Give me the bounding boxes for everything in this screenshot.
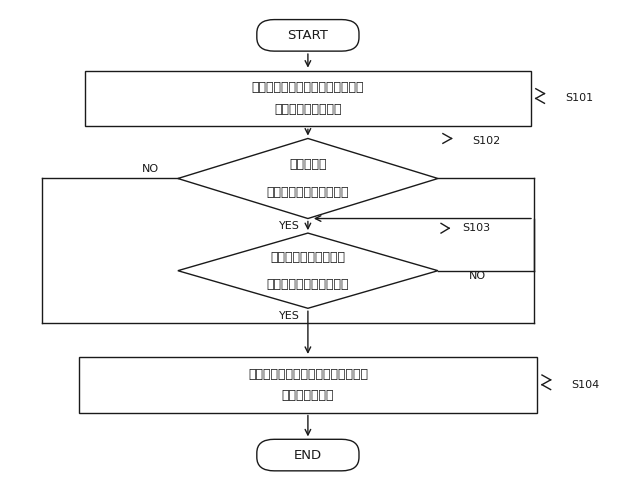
Bar <box>85 71 531 126</box>
Text: YES: YES <box>279 221 300 231</box>
Text: END: END <box>294 448 322 462</box>
Text: 無線端末のためのベアラの設定を: 無線端末のためのベアラの設定を <box>252 81 364 94</box>
Text: YES: YES <box>279 310 300 321</box>
Text: ベアラ設定完了通知を: ベアラ設定完了通知を <box>271 251 345 264</box>
Text: 無線端末に送信: 無線端末に送信 <box>282 389 334 402</box>
Text: 第２の無線局に要求: 第２の無線局に要求 <box>274 102 341 116</box>
FancyBboxPatch shape <box>257 20 359 51</box>
Text: NO: NO <box>469 270 486 281</box>
Polygon shape <box>178 139 438 219</box>
Bar <box>79 357 537 413</box>
Text: 第２の無線局から受信？: 第２の無線局から受信？ <box>267 278 349 291</box>
Text: S102: S102 <box>472 136 500 146</box>
FancyBboxPatch shape <box>257 439 359 471</box>
Text: 肯定応答を: 肯定応答を <box>289 159 327 171</box>
Text: S103: S103 <box>463 223 491 233</box>
Text: S101: S101 <box>565 93 593 103</box>
Polygon shape <box>178 233 438 308</box>
Text: START: START <box>287 29 328 42</box>
Text: 第２のセルの使用開始を示す信号を: 第２のセルの使用開始を示す信号を <box>248 367 368 381</box>
Text: 第２の無線局から受信？: 第２の無線局から受信？ <box>267 185 349 199</box>
Text: S104: S104 <box>571 380 600 390</box>
Text: NO: NO <box>142 164 159 174</box>
